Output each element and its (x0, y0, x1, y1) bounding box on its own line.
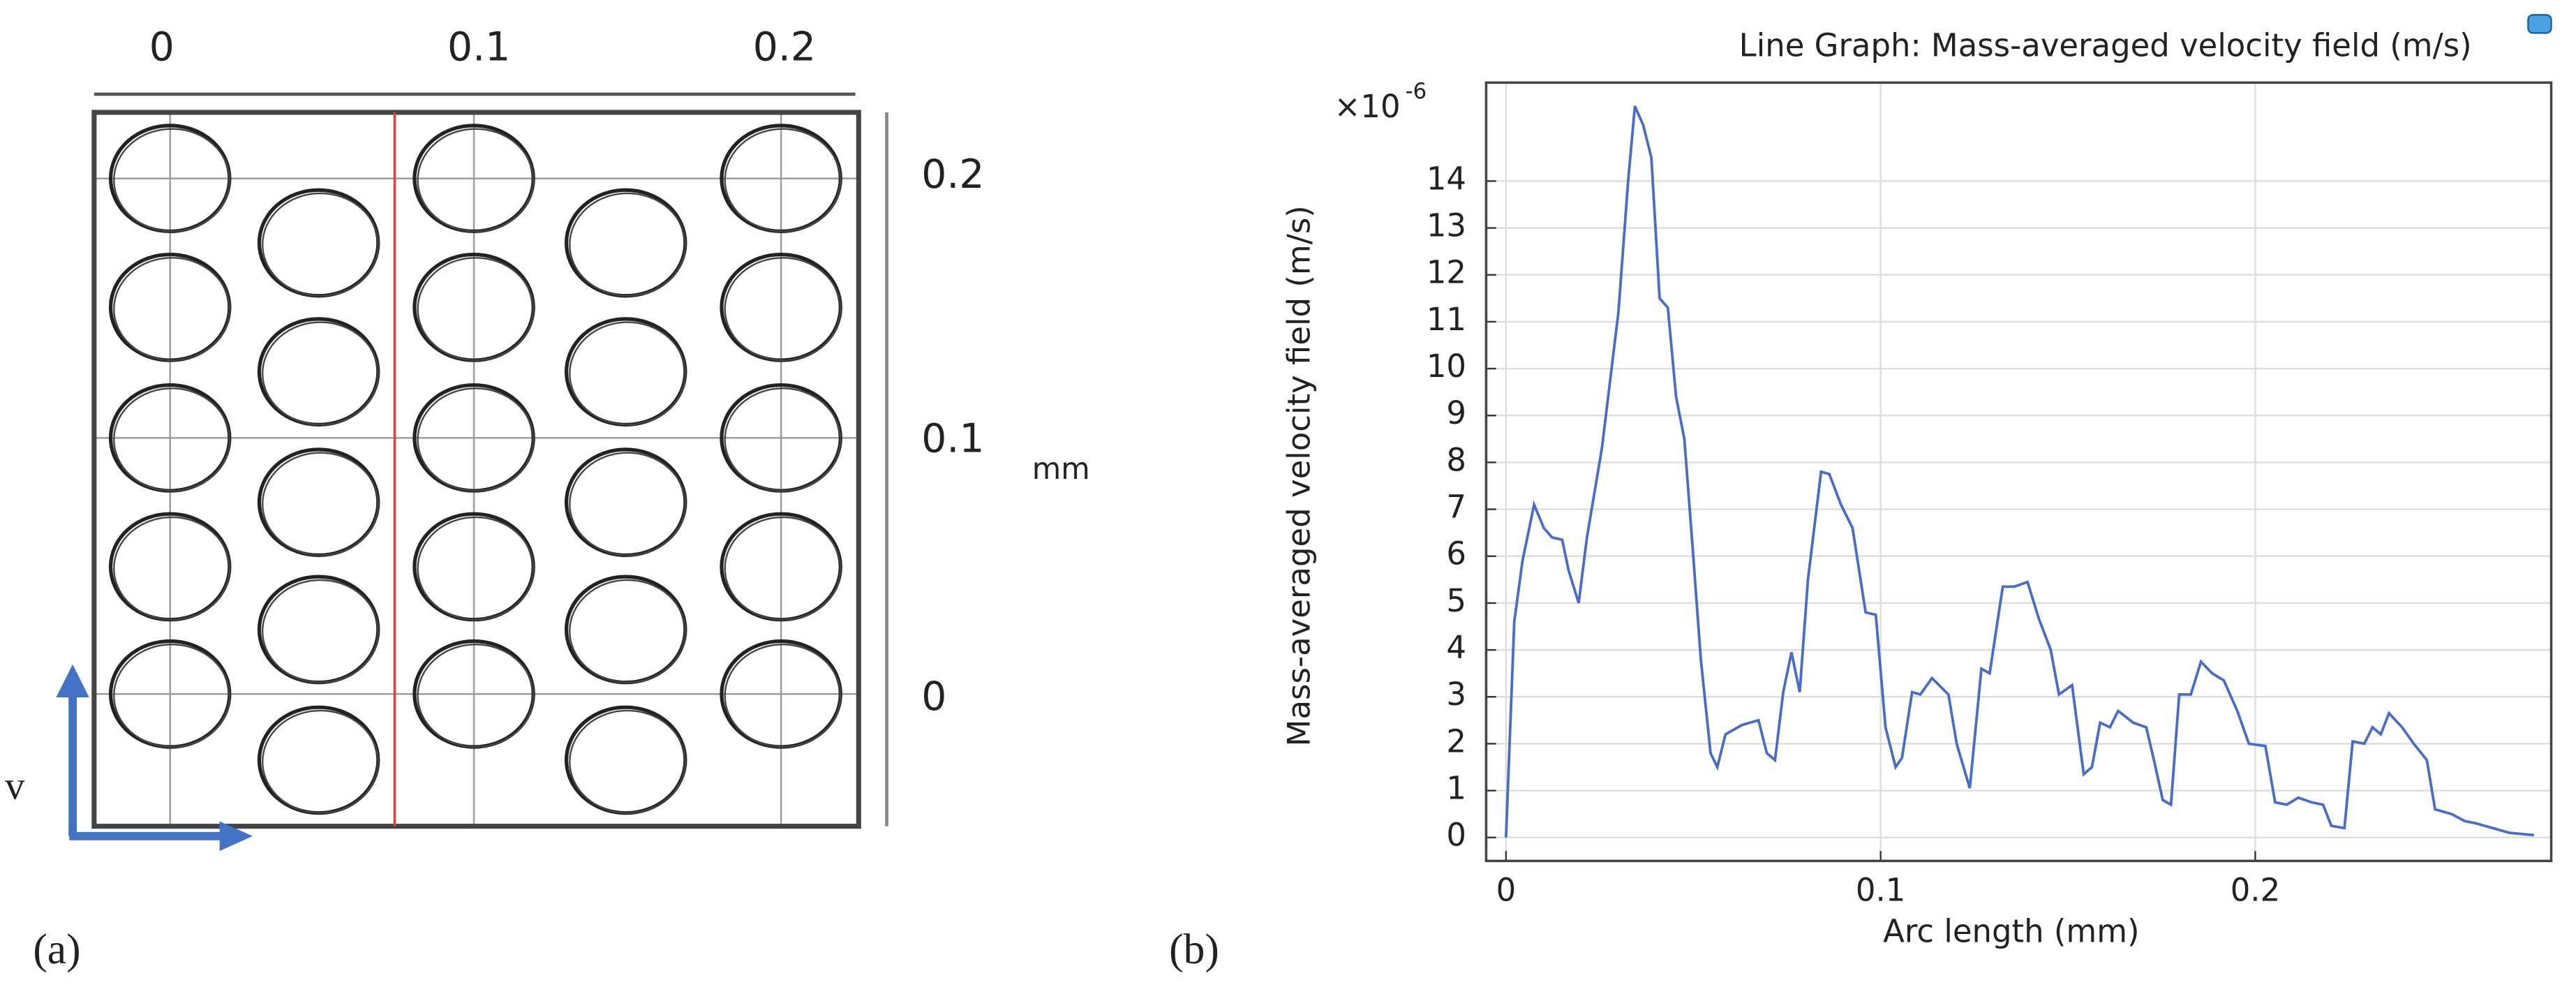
y-tick-label: 11 (1427, 301, 1466, 338)
y-tick-label: 2 (1446, 722, 1466, 759)
y-tick-label: 10 (1427, 348, 1466, 385)
pore-edge (262, 321, 380, 426)
x-tick-label: 0.1 (1856, 871, 1905, 908)
arrow-head (56, 664, 89, 697)
plot-frame (1484, 81, 2553, 863)
top-tick-label: 0.1 (447, 24, 510, 71)
arrow-head (219, 821, 253, 852)
y-tick-label: 4 (1446, 629, 1466, 666)
pore (257, 705, 380, 815)
pore (257, 575, 380, 685)
pore-edge (262, 579, 380, 683)
pore-edge (724, 128, 842, 232)
pore (564, 447, 687, 557)
pore (257, 317, 380, 427)
data-line (1504, 105, 2534, 838)
pore-edge (113, 257, 231, 362)
y-tick-label: 12 (1427, 254, 1466, 291)
plot-area (1486, 82, 2552, 861)
y-tick-label: 1 (1446, 770, 1466, 807)
pore (564, 317, 687, 427)
pore-edge (113, 128, 231, 232)
top-tick-label: 0.2 (753, 24, 816, 71)
pore-edge (417, 387, 535, 492)
right-tick-label: 0.2 (921, 151, 984, 198)
pore (564, 188, 687, 298)
pore-edge (262, 709, 380, 814)
pore-edge (417, 644, 535, 748)
pore-edge (262, 452, 380, 556)
right-tick-label: 0.1 (921, 416, 984, 462)
pore-edge (724, 387, 842, 492)
pore-edge (417, 516, 535, 621)
top-tick-label: 0 (149, 24, 174, 71)
pore (564, 575, 687, 685)
pore-edge (113, 644, 231, 748)
y-tick-label: 13 (1427, 207, 1466, 244)
pore (564, 705, 687, 815)
pore-edge (569, 321, 687, 426)
x-tick-label: 0.2 (2231, 871, 2280, 908)
y-multiplier: ×10 (1334, 88, 1401, 125)
y-tick-label: 0 (1446, 817, 1466, 854)
panel-label: (a) (33, 926, 80, 973)
unit-label: mm (1032, 452, 1090, 487)
pore-edge (262, 192, 380, 297)
panel-label: (b) (1169, 926, 1219, 973)
y-tick-label: 9 (1446, 394, 1466, 431)
y-tick-label: 7 (1446, 489, 1466, 526)
window-icon (2527, 14, 2552, 34)
pore-edge (569, 452, 687, 556)
chart-title: Line Graph: Mass-averaged velocity field… (1739, 27, 2472, 64)
y-multiplier-exponent: -6 (1405, 79, 1427, 104)
pore-edge (113, 387, 231, 492)
y-tick-label: 5 (1446, 582, 1466, 619)
y-tick-label: 8 (1446, 441, 1466, 478)
pore-edge (569, 709, 687, 814)
pore (257, 188, 380, 298)
x-axis-label: Arc length (mm) (1883, 912, 2139, 949)
pore-edge (569, 579, 687, 683)
x-tick-label: 0 (1496, 871, 1517, 908)
y-tick-label: 14 (1427, 160, 1466, 197)
axis-letter: v (5, 764, 25, 808)
pore-edge (724, 516, 842, 621)
pore-edge (417, 128, 535, 232)
domain-frame (91, 110, 861, 829)
y-axis-label: Mass-averaged velocity field (m/s) (1280, 205, 1317, 746)
pore-edge (569, 192, 687, 297)
pore (257, 447, 380, 557)
pore-edge (417, 257, 535, 362)
geometry-diagram: 0 0.1 0.2 0.2 0.1 0 mm v (a) (5, 24, 1090, 973)
y-tick-label: 6 (1446, 535, 1466, 572)
pore-edge (113, 516, 231, 621)
y-tick-label: 3 (1446, 676, 1466, 713)
pore-edge (724, 257, 842, 362)
pore-edge (724, 644, 842, 748)
right-tick-label: 0 (921, 674, 946, 720)
